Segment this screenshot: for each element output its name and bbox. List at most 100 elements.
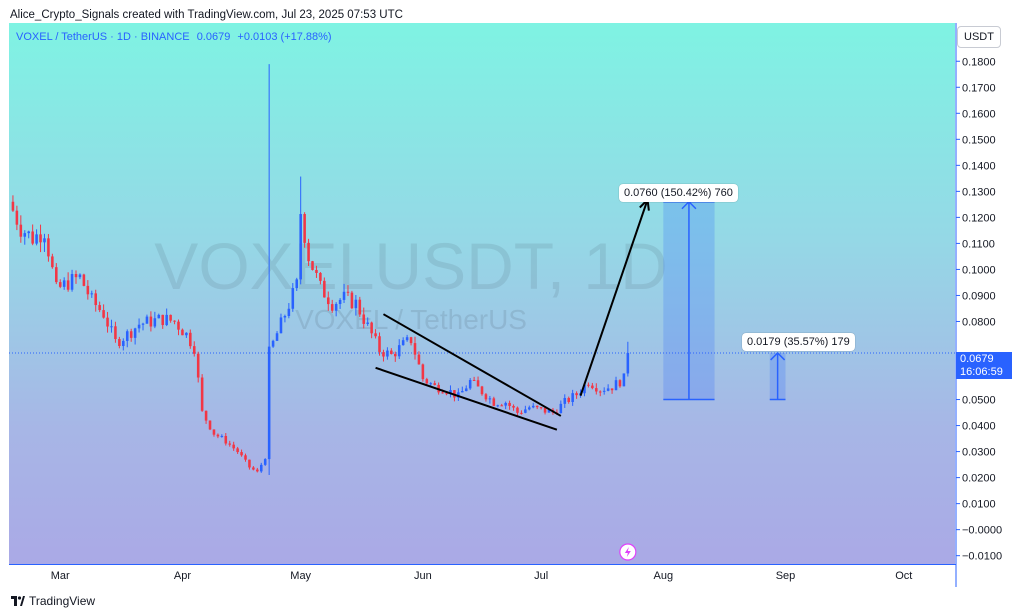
candle	[19, 215, 23, 243]
candle-body	[177, 321, 180, 330]
candle-body	[98, 305, 101, 311]
candle	[287, 303, 291, 319]
candle-body	[358, 299, 362, 315]
candle-body	[110, 326, 113, 328]
candle	[232, 441, 235, 451]
candle-body	[232, 444, 235, 449]
tradingview-logo[interactable]: TradingView	[11, 594, 95, 608]
candle-body	[516, 407, 519, 413]
candle	[141, 322, 145, 331]
candle	[563, 394, 567, 408]
price-tick-label: 0.0800	[962, 316, 996, 328]
candle	[409, 336, 413, 346]
candle	[295, 277, 299, 292]
candle	[626, 341, 630, 377]
candle	[500, 403, 503, 407]
candle	[342, 283, 346, 303]
candle	[319, 272, 322, 285]
candle	[531, 402, 535, 409]
candle-body	[118, 339, 121, 347]
candle	[303, 212, 306, 248]
candle-body	[11, 201, 15, 211]
candle-body	[106, 317, 109, 327]
candle	[504, 401, 507, 410]
candle-body	[196, 353, 200, 378]
candle	[31, 224, 34, 246]
candle	[591, 382, 594, 390]
candle-body	[342, 291, 346, 300]
price-tick-label: −0.0100	[962, 551, 1002, 563]
candle	[543, 407, 547, 415]
price-tick-label: 0.0900	[962, 290, 996, 302]
candle-body	[291, 288, 295, 309]
candle-body	[165, 314, 168, 326]
candle	[571, 389, 574, 406]
candle	[496, 404, 500, 408]
candle	[137, 318, 141, 333]
candle	[236, 446, 239, 454]
candle	[346, 285, 350, 297]
candle-body	[334, 303, 338, 311]
candle	[397, 339, 401, 360]
candle	[386, 347, 389, 360]
candle	[275, 331, 279, 341]
candle	[82, 273, 86, 287]
candle	[263, 458, 267, 466]
candle	[74, 270, 78, 284]
currency-button[interactable]: USDT	[957, 26, 1001, 48]
candle	[47, 234, 50, 262]
time-tick-label: May	[290, 570, 311, 582]
candle	[94, 289, 97, 312]
candle-body	[350, 292, 354, 309]
candle-body	[82, 274, 86, 286]
candle-body	[508, 402, 511, 406]
chart-area[interactable]: VOXELUSDT, 1D VOXEL / TetherUS	[9, 23, 955, 564]
candle-body	[386, 350, 389, 357]
candle	[508, 400, 511, 410]
candle-body	[271, 340, 275, 347]
candle	[338, 298, 342, 309]
candle	[153, 311, 157, 329]
candle-body	[567, 397, 570, 403]
candle	[461, 386, 464, 393]
candle-body	[189, 332, 192, 347]
candle-body	[299, 214, 302, 280]
last-price-badge: 0.0679 16:06:59	[956, 352, 1012, 379]
candle	[587, 382, 590, 388]
candle-body	[571, 393, 574, 403]
candle	[145, 314, 149, 324]
legend-symbol[interactable]: VOXEL / TetherUS · 1D · BINANCE	[16, 31, 190, 43]
candle	[374, 329, 377, 339]
candle	[51, 253, 54, 269]
time-tick-label: Jun	[414, 570, 432, 582]
candle-body	[480, 386, 484, 395]
candle-body	[606, 388, 610, 391]
candle	[11, 195, 15, 212]
measure-callout-small[interactable]: 0.0179 (35.57%) 179	[742, 333, 855, 351]
candle-body	[43, 238, 46, 243]
candle	[23, 230, 27, 245]
symbol-legend[interactable]: VOXEL / TetherUS · 1D · BINANCE 0.0679 +…	[16, 31, 336, 43]
candle	[90, 290, 94, 298]
price-tick-label: 0.1700	[962, 82, 996, 94]
candle	[244, 453, 247, 462]
time-tick-label: Oct	[895, 570, 912, 582]
candle	[62, 277, 66, 290]
candle-body	[78, 274, 82, 278]
candle-body	[129, 331, 133, 338]
candle-body	[153, 318, 157, 327]
breakout-arrow-line	[579, 199, 649, 396]
candle-body	[248, 459, 251, 468]
chart-attribution: Alice_Crypto_Signals created with Tradin…	[10, 9, 403, 21]
candle	[323, 277, 326, 298]
candle	[212, 429, 216, 437]
candle	[449, 385, 452, 398]
candle-body	[319, 272, 322, 281]
candle	[66, 272, 70, 292]
candle-body	[417, 354, 421, 365]
candle	[133, 327, 137, 345]
candle-body	[563, 397, 567, 404]
measure-callout-large[interactable]: 0.0760 (150.42%) 760	[619, 184, 738, 202]
candle-body	[472, 379, 476, 381]
